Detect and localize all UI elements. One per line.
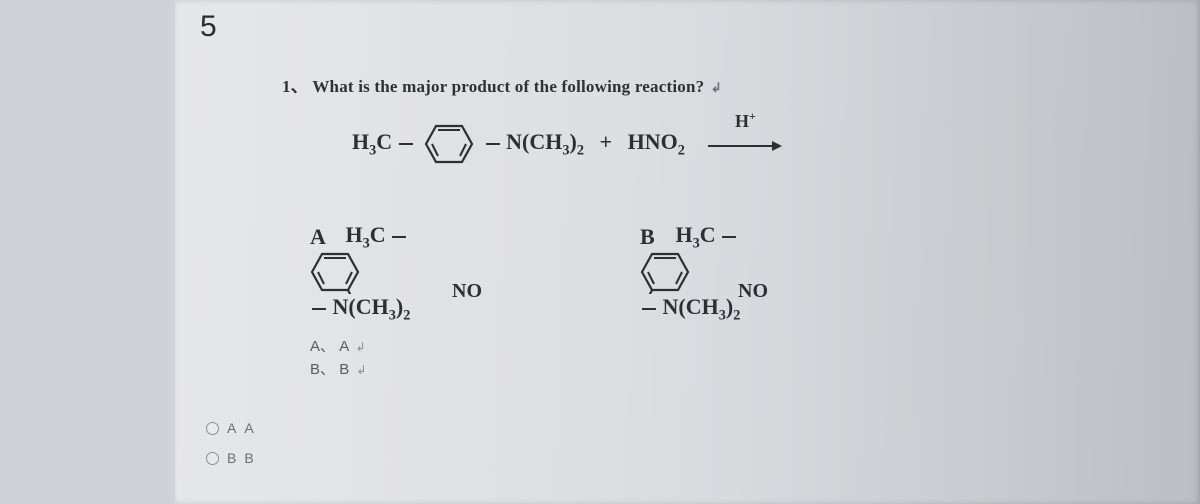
- radio-b-letter: B: [227, 450, 236, 466]
- option-b-letter: B: [640, 224, 670, 250]
- radio-option-a[interactable]: A A: [206, 420, 254, 436]
- txt: N(CH: [663, 294, 719, 319]
- option-a-no-label: NO: [452, 280, 482, 303]
- opt-a-left: H3C: [346, 222, 392, 247]
- benzene-ring: [424, 122, 474, 166]
- sub: 3: [562, 142, 569, 158]
- reactant-left-group: H3C: [352, 129, 398, 154]
- sub: 3: [719, 307, 726, 323]
- reagent: HNO2: [628, 129, 691, 154]
- label: B、: [310, 361, 335, 378]
- prompt-text: What is the major product of the followi…: [312, 77, 704, 96]
- answer-radios: A A B B: [206, 420, 254, 480]
- sub: 2: [678, 142, 685, 158]
- bond-line: [312, 308, 326, 310]
- plus-sign: +: [600, 129, 613, 154]
- option-b-no-label: NO: [738, 280, 768, 303]
- cursor-glyph: ↲: [356, 363, 366, 377]
- txt: C: [700, 222, 716, 247]
- txt: HNO: [628, 129, 678, 154]
- txt: H: [676, 222, 693, 247]
- arrow-line: [708, 145, 772, 147]
- sub: 2: [577, 142, 584, 158]
- opt-b-left: H3C: [676, 222, 722, 247]
- radio-a-letter: A: [227, 420, 236, 436]
- bond-line: [642, 308, 656, 310]
- cursor-glyph: ↲: [356, 340, 366, 354]
- txt: N(CH: [506, 129, 562, 154]
- label: A、: [310, 338, 335, 355]
- option-a-structure: A H3C N(CH3)2: [310, 222, 410, 320]
- txt: H: [735, 111, 749, 131]
- bond-line: [399, 143, 413, 145]
- radio-icon[interactable]: [206, 452, 219, 465]
- bond-line: [722, 236, 736, 238]
- sub: 2: [733, 307, 740, 323]
- opt-b-right: N(CH3)2: [663, 294, 741, 319]
- prompt-prefix: 1、: [282, 77, 308, 96]
- radio-icon[interactable]: [206, 422, 219, 435]
- benzene-ring: [640, 250, 740, 294]
- bond-line: [486, 143, 500, 145]
- radio-a-text: A: [244, 420, 253, 436]
- answer-key-row-b: B、 B ↲: [310, 358, 366, 381]
- txt: H: [346, 222, 363, 247]
- sup: +: [749, 110, 756, 123]
- option-a-letter: A: [310, 224, 340, 250]
- sub: 2: [403, 307, 410, 323]
- reaction-arrow: H+: [708, 131, 782, 157]
- radio-b-text: B: [244, 450, 253, 466]
- opt-a-right: N(CH3)2: [333, 294, 411, 319]
- question-number: 5: [200, 10, 217, 44]
- answer-key-list: A、 A ↲ B、 B ↲: [310, 335, 366, 382]
- cursor-glyph: ↲: [711, 80, 722, 96]
- question-prompt: 1、 What is the major product of the foll…: [282, 72, 722, 97]
- benzene-ring: [310, 250, 410, 294]
- txt: ): [570, 129, 577, 154]
- catalyst-label: H+: [735, 111, 756, 132]
- val: A: [339, 338, 348, 355]
- reactant-right-group: N(CH3)2: [506, 129, 589, 154]
- txt: N(CH: [333, 294, 389, 319]
- bond-line: [392, 236, 406, 238]
- txt: C: [376, 129, 392, 154]
- sub: 3: [389, 307, 396, 323]
- reaction-scheme: H3C N(CH3)2 + HNO2 H+: [352, 122, 782, 166]
- radio-option-b[interactable]: B B: [206, 450, 254, 466]
- answer-key-row-a: A、 A ↲: [310, 335, 366, 358]
- arrow-head: [772, 141, 782, 151]
- txt: H: [352, 129, 369, 154]
- txt: C: [370, 222, 386, 247]
- val: B: [339, 361, 349, 378]
- option-b-structure: B H3C N(CH3)2: [640, 222, 740, 320]
